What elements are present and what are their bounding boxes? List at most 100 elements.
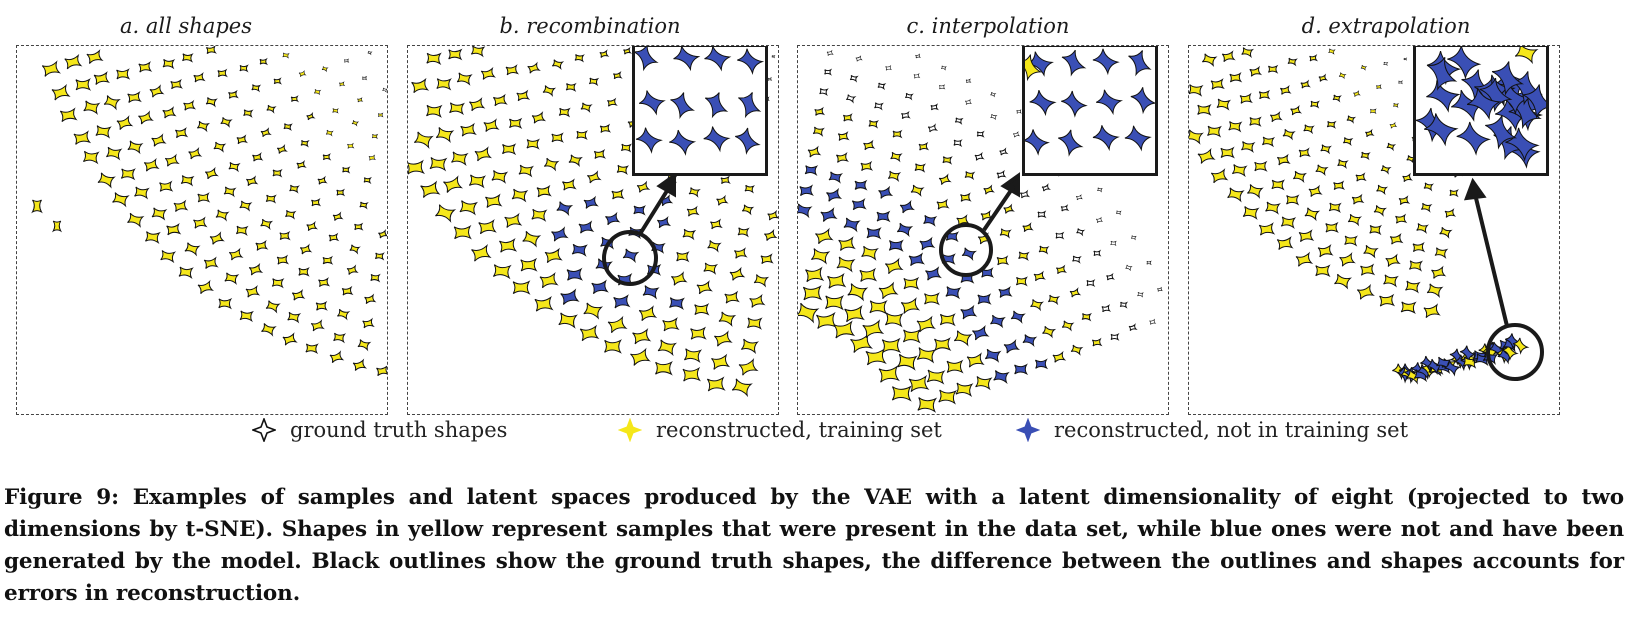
shape-marker [305,343,319,355]
shape-marker [1389,121,1398,129]
shape-marker [151,207,168,221]
shape-marker [965,98,972,105]
shape-marker [1406,155,1417,164]
shape-marker [878,365,900,383]
shape-marker [842,113,854,122]
shape-marker [1292,170,1307,183]
panel-title-c: c. interpolation [906,14,1070,38]
shape-marker [1030,299,1045,312]
shape-marker [903,276,920,290]
shape-marker [228,162,241,173]
shape-marker [1197,147,1216,164]
shape-marker [83,100,101,115]
shape-marker [522,231,542,248]
shape-marker [578,220,595,234]
shape-marker [1216,98,1232,111]
inset-shape [703,126,731,153]
shape-marker [925,266,942,281]
shape-marker [1475,353,1491,367]
shape-marker [1220,146,1235,159]
shape-marker [299,243,313,255]
shape-marker [811,248,831,265]
shape-marker [443,175,464,193]
shape-marker [183,99,197,111]
shape-marker [934,337,952,352]
shape-marker [676,251,690,263]
shape-marker [1376,84,1382,90]
shape-marker [502,143,517,156]
shape-marker [196,120,211,133]
panel-title-d: d. extrapolation [1301,14,1471,38]
shape-marker [711,353,731,370]
shape-marker [682,228,697,241]
shape-marker [491,170,509,184]
shape-marker [1303,124,1315,135]
shape-marker [1360,151,1371,161]
shape-marker [918,141,930,151]
shape-marker [1505,333,1522,351]
shape-marker [223,186,237,198]
shape-marker [1308,184,1323,197]
shape-marker [1373,205,1388,217]
shape-marker [1320,144,1332,155]
shape-marker [956,214,970,226]
shape-marker [657,215,672,229]
shape-marker [127,212,145,228]
shape-marker [1403,57,1408,61]
shape-marker [531,111,547,124]
shape-marker [749,293,766,308]
shape-marker [1269,111,1283,123]
shape-marker [955,382,974,398]
shape-marker [671,271,688,286]
shape-marker [716,194,729,206]
shape-marker [162,106,177,119]
panel-b-recombination [407,45,779,415]
shape-marker [901,110,911,120]
shape-marker [703,262,719,275]
shape-marker [729,266,746,281]
shape-marker [1400,301,1417,315]
shape-marker [599,49,610,58]
shape-marker [542,85,557,98]
shape-marker [1207,125,1222,138]
shape-marker [218,297,233,310]
shape-marker [341,285,354,296]
shape-marker [413,131,434,149]
shape-marker [180,175,195,187]
shape-marker [145,231,161,245]
shape-marker [526,138,540,150]
shape-marker [505,64,520,76]
inset-shape [1128,50,1152,77]
shape-marker [151,133,167,147]
shape-marker [261,323,277,337]
shape-marker [923,215,938,227]
inset-shape [1029,89,1057,117]
shape-marker [357,97,364,103]
shape-marker [1412,241,1426,253]
shape-marker [863,139,876,151]
zoom-arrow [638,172,676,236]
shape-marker [215,209,230,222]
legend-label-ground-truth: ground truth shapes [290,418,508,442]
shape-marker [173,199,189,212]
shape-marker [843,217,861,233]
shape-marker [740,338,760,355]
shape-marker [983,184,995,195]
shape-marker [1385,253,1401,267]
shape-marker [474,146,493,162]
yellow-star-icon [618,418,642,442]
shape-marker [996,169,1007,179]
shape-marker [298,267,310,277]
shape-marker [382,87,387,93]
shape-marker [248,262,264,276]
shape-marker [245,285,261,298]
inset-shape [1092,48,1120,76]
shape-marker [260,218,274,230]
shape-marker [1423,182,1435,192]
inset-shape [1124,125,1152,152]
shape-marker [1318,73,1329,82]
inset-shape [1061,90,1088,118]
shape-marker [568,154,583,167]
shape-marker [902,328,921,344]
shape-marker [576,130,588,141]
